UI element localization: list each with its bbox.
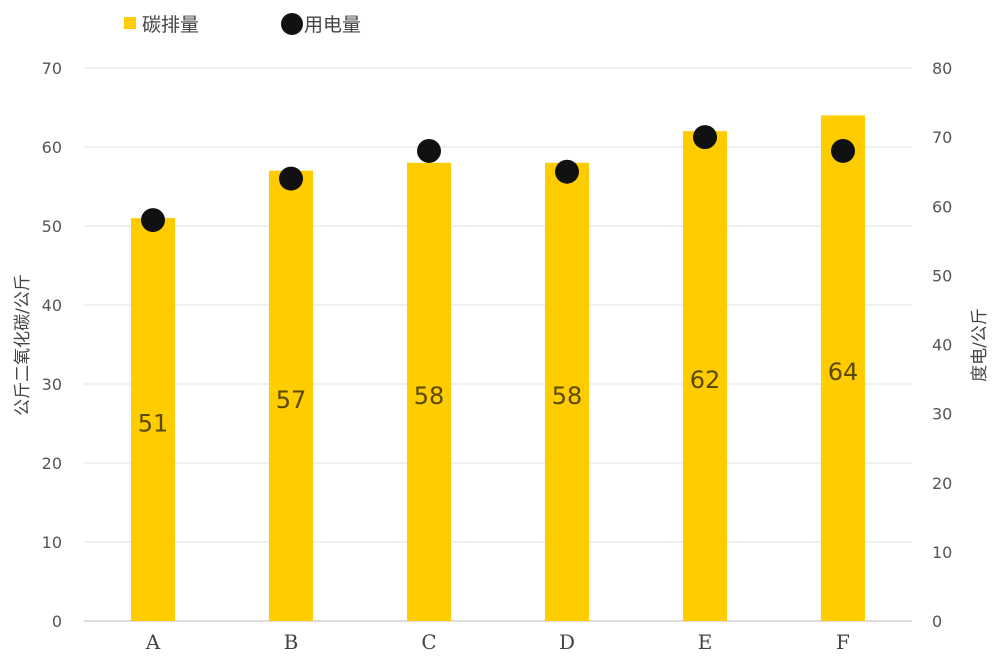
bar — [683, 131, 727, 621]
ticks: 0 10 20 30 40 50 60 70 0 10 20 30 40 50 60 70 80 A B C D E F — [42, 59, 953, 654]
dot — [831, 138, 855, 163]
y-tick-label: 30 — [42, 375, 62, 394]
data-label: 62 — [690, 366, 721, 394]
y2-tick-label: 40 — [932, 336, 952, 355]
y2-axis-label: 度电/公斤 — [970, 308, 990, 382]
data-label: 64 — [828, 358, 859, 386]
bar — [131, 218, 175, 621]
x-tick-label: D — [559, 630, 575, 654]
y2-tick-label: 80 — [932, 59, 952, 78]
y-tick-label: 10 — [42, 533, 62, 552]
legend-swatch-dot — [281, 13, 303, 35]
y2-tick-label: 0 — [932, 612, 942, 631]
x-tick-label: F — [836, 630, 850, 654]
dot — [141, 208, 165, 233]
y2-tick-label: 60 — [932, 197, 952, 216]
x-tick-label: A — [145, 630, 161, 654]
legend-label-bar: 碳排量 — [142, 14, 199, 36]
data-label: 58 — [414, 382, 445, 410]
bar — [269, 170, 313, 621]
x-tick-label: E — [698, 630, 713, 654]
data-label: 57 — [276, 386, 307, 414]
y-tick-label: 20 — [42, 454, 62, 473]
x-tick-label: B — [284, 630, 299, 654]
gridlines — [84, 67, 912, 622]
bar — [545, 162, 589, 622]
y2-tick-label: 20 — [932, 474, 952, 493]
y2-tick-label: 30 — [932, 405, 952, 424]
x-tick-label: C — [421, 630, 436, 654]
bar — [407, 162, 451, 622]
y2-tick-label: 70 — [932, 128, 952, 147]
dot — [279, 166, 303, 191]
legend: 碳排量 用电量 — [124, 13, 361, 36]
data-label: 51 — [138, 410, 169, 438]
dot — [693, 125, 717, 150]
y-tick-label: 70 — [42, 59, 62, 78]
legend-label-dot: 用电量 — [304, 14, 361, 36]
dots — [141, 125, 855, 233]
dot — [417, 138, 441, 163]
y-tick-label: 0 — [52, 612, 62, 631]
bar — [821, 115, 865, 622]
y-tick-label: 40 — [42, 296, 62, 315]
y-axis-label: 公斤二氧化碳/公斤 — [13, 274, 33, 416]
y2-tick-label: 10 — [932, 543, 952, 562]
bars: 51 57 58 58 62 64 — [131, 115, 865, 622]
legend-swatch-bar — [124, 17, 136, 29]
y2-tick-label: 50 — [932, 266, 952, 285]
y-tick-label: 60 — [42, 138, 62, 157]
y-tick-label: 50 — [42, 217, 62, 236]
dot — [555, 159, 579, 184]
data-label: 58 — [552, 382, 583, 410]
